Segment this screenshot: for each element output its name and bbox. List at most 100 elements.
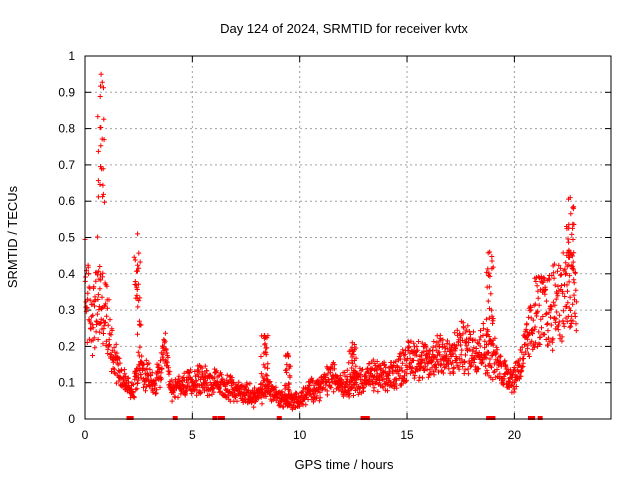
data-point <box>395 364 400 370</box>
data-point <box>385 388 390 394</box>
data-point <box>406 344 412 350</box>
data-point <box>99 166 105 172</box>
data-gap-marker <box>490 416 496 420</box>
data-point <box>555 268 560 274</box>
data-point <box>397 373 403 379</box>
data-point <box>565 236 571 242</box>
data-point <box>95 337 101 342</box>
data-point <box>287 374 293 380</box>
data-point <box>92 297 98 303</box>
data-point <box>337 373 343 379</box>
data-point <box>487 306 492 312</box>
data-point <box>486 284 492 290</box>
data-point <box>439 367 445 373</box>
data-point <box>566 262 572 268</box>
data-point <box>113 380 119 386</box>
data-point <box>566 247 572 253</box>
data-point <box>554 291 560 297</box>
data-point <box>104 305 110 311</box>
y-tick-label: 0.7 <box>58 158 75 172</box>
data-point <box>459 347 465 353</box>
y-tick-label: 0.6 <box>58 194 75 208</box>
data-point <box>502 358 508 364</box>
data-point <box>424 366 430 372</box>
data-point <box>549 273 555 278</box>
data-point <box>460 364 466 369</box>
data-point <box>133 295 139 301</box>
data-point <box>91 335 97 341</box>
data-point <box>477 337 483 343</box>
data-point <box>560 308 566 314</box>
data-point <box>349 377 354 383</box>
data-point <box>553 296 559 302</box>
data-point <box>175 394 181 400</box>
data-point <box>500 382 506 388</box>
data-point <box>285 351 291 357</box>
data-gap-marker <box>537 416 543 420</box>
data-point <box>546 335 551 341</box>
data-point <box>566 279 572 285</box>
data-point <box>438 362 443 368</box>
data-point <box>467 347 473 353</box>
data-point <box>165 354 171 360</box>
data-point <box>567 273 573 279</box>
data-point <box>430 344 436 350</box>
data-point <box>551 261 557 267</box>
data-point <box>163 347 169 353</box>
data-point <box>138 360 144 366</box>
data-point <box>103 301 109 307</box>
data-point <box>569 231 575 237</box>
data-point <box>471 345 477 351</box>
data-point <box>90 325 96 331</box>
data-point <box>552 302 558 308</box>
data-point <box>440 337 446 343</box>
data-point <box>494 347 500 353</box>
data-point <box>559 283 565 288</box>
data-point <box>436 349 442 355</box>
data-point <box>369 379 375 385</box>
data-point <box>135 349 141 355</box>
data-point <box>98 164 103 170</box>
data-point <box>154 387 160 393</box>
data-point <box>549 304 555 310</box>
data-point <box>132 257 138 263</box>
data-point <box>196 370 202 376</box>
data-point <box>570 264 576 270</box>
data-point <box>450 351 456 357</box>
data-point <box>472 354 478 360</box>
data-point <box>85 290 91 296</box>
data-point <box>324 392 330 398</box>
data-point <box>135 331 140 337</box>
data-point <box>143 388 148 394</box>
data-point <box>431 339 437 344</box>
data-point <box>350 361 356 367</box>
data-point <box>449 347 455 353</box>
data-point <box>261 333 267 338</box>
data-point <box>90 312 96 318</box>
data-point <box>421 349 427 355</box>
data-point <box>100 341 106 347</box>
data-point <box>484 327 490 333</box>
data-point <box>539 325 544 331</box>
y-tick-label: 0.5 <box>58 231 75 245</box>
data-point <box>92 345 98 351</box>
data-point <box>135 304 141 310</box>
data-point <box>85 264 91 270</box>
data-point <box>166 365 171 371</box>
data-point <box>158 370 164 376</box>
data-point <box>138 322 144 328</box>
data-point <box>169 377 175 383</box>
data-point <box>573 328 579 334</box>
data-point <box>98 143 104 149</box>
data-point <box>556 262 562 268</box>
data-point <box>106 297 112 303</box>
data-point <box>425 351 431 357</box>
data-point <box>202 388 207 394</box>
data-point <box>570 206 576 212</box>
data-point <box>349 358 355 364</box>
data-point <box>394 385 400 391</box>
data-point <box>454 343 460 349</box>
data-point <box>475 366 481 372</box>
data-point <box>556 319 562 325</box>
data-point <box>109 328 115 333</box>
